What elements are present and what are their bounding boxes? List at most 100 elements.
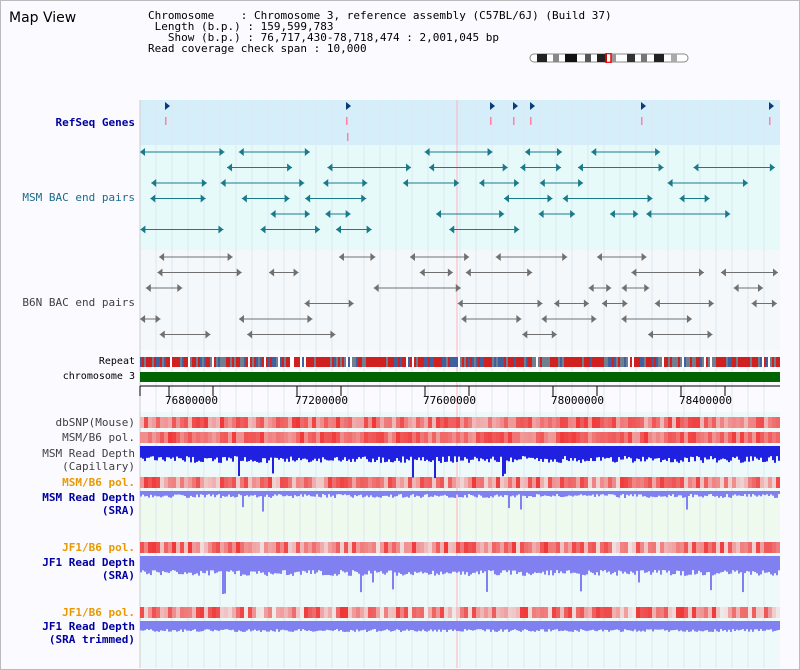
- msm-bac-pair-end: [238, 148, 244, 156]
- b6n-bac-pair-end: [205, 330, 211, 339]
- track-label-msm-depth-cap[interactable]: MSM Read Depth: [42, 447, 135, 460]
- msm-pol2-cell: [336, 477, 340, 488]
- msm-depth-sra-bar: [308, 491, 310, 495]
- jf1-pol2-cell: [748, 607, 752, 618]
- track-label-b6n-bac[interactable]: B6N BAC end pairs: [22, 296, 135, 309]
- track-label-repeat[interactable]: Repeat: [98, 356, 135, 367]
- jf1-pol-cell: [728, 542, 732, 553]
- track-label-msm-b6-pol-2[interactable]: MSM/B6 pol.: [62, 476, 135, 489]
- msm-depth-sra-bar: [458, 491, 460, 498]
- msm-pol2-cell: [584, 477, 588, 488]
- msm-pol2-cell: [324, 477, 328, 488]
- track-label-msm-depth-sra[interactable]: MSM Read Depth: [42, 491, 135, 504]
- msm-depth-cap-bar: [384, 446, 386, 463]
- track-label-dbsnp[interactable]: dbSNP(Mouse): [55, 416, 135, 429]
- track-label-refseq[interactable]: RefSeq Genes: [55, 116, 135, 129]
- repeat-segment: [172, 357, 174, 367]
- jf1-depth-trim-bar: [660, 621, 662, 630]
- jf1-depth-trim-bar: [168, 621, 170, 632]
- repeat-segment: [650, 357, 652, 367]
- track-label-jf1-b6-pol[interactable]: JF1/B6 pol.: [62, 541, 135, 554]
- msm-depth-cap-bar: [658, 446, 660, 459]
- track-label-msm-bac[interactable]: MSM BAC end pairs: [22, 191, 135, 204]
- jf1-depth-trim-bar: [474, 621, 476, 631]
- jf1-depth-trim-bar: [192, 621, 194, 631]
- track-label-jf1-depth-sra[interactable]: JF1 Read Depth: [42, 556, 135, 569]
- dbsnp-cell: [660, 417, 664, 428]
- jf1-pol2-cell: [516, 607, 520, 618]
- msm-depth-sra-bar: [600, 491, 602, 495]
- msm-pol-cell: [536, 432, 540, 443]
- repeat-segment: [140, 357, 142, 367]
- msm-depth-cap-bar: [414, 446, 416, 460]
- msm-depth-cap-bar: [274, 446, 276, 458]
- msm-depth-sra-bar: [338, 491, 340, 495]
- jf1-depth-trim-bar: [592, 621, 594, 630]
- repeat-segment: [668, 357, 670, 367]
- dbsnp-cell: [288, 417, 292, 428]
- jf1-pol2-cell: [588, 607, 592, 618]
- msm-bac-pair-end: [345, 210, 351, 218]
- jf1-depth-trim-bar: [770, 621, 772, 630]
- jf1-pol2-cell: [636, 607, 640, 618]
- repeat-segment: [438, 357, 440, 367]
- jf1-depth-trim-bar: [516, 621, 518, 631]
- msm-depth-cap-bar: [732, 446, 734, 458]
- jf1-depth-sra-bar: [374, 556, 376, 571]
- msm-depth-cap-bar: [590, 446, 592, 459]
- jf1-depth-trim-bar: [266, 621, 268, 632]
- msm-depth-sra-bar: [318, 491, 320, 497]
- jf1-depth-trim-bar: [502, 621, 504, 632]
- repeat-segment: [350, 357, 352, 367]
- jf1-depth-trim-bar: [736, 621, 738, 630]
- msm-depth-sra-bar: [294, 491, 296, 496]
- msm-pol2-cell: [684, 477, 688, 488]
- track-label-jf1-depth-trim[interactable]: JF1 Read Depth: [42, 620, 135, 633]
- jf1-pol-cell: [288, 542, 292, 553]
- jf1-depth-sra-bar: [584, 556, 586, 576]
- msm-depth-cap-bar: [726, 446, 728, 461]
- msm-pol2-cell: [608, 477, 612, 488]
- jf1-depth-trim-bar: [302, 621, 304, 630]
- track-label-jf1-b6-pol-2[interactable]: JF1/B6 pol.: [62, 606, 135, 619]
- repeat-segment: [510, 357, 512, 367]
- msm-depth-sra-bar: [770, 491, 772, 495]
- jf1-depth-sra-bar: [514, 556, 516, 571]
- track-label-msm-b6-pol[interactable]: MSM/B6 pol.: [62, 431, 135, 444]
- dbsnp-cell: [460, 417, 464, 428]
- msm-depth-cap-bar: [162, 446, 164, 460]
- jf1-depth-sra-bar: [316, 556, 318, 573]
- jf1-depth-trim-bar: [256, 621, 258, 631]
- jf1-depth-trim-bar: [282, 621, 284, 630]
- b6n-bac-pair-end: [606, 284, 612, 292]
- jf1-pol-cell: [536, 542, 540, 553]
- msm-bac-pair-end: [449, 225, 455, 234]
- msm-pol2-cell: [560, 477, 564, 488]
- chromosome-ideogram[interactable]: [529, 53, 689, 63]
- dbsnp-cell: [144, 417, 148, 428]
- repeat-segment: [282, 357, 284, 367]
- track-label-chromosome[interactable]: chromosome 3: [62, 371, 135, 382]
- jf1-pol-cell: [244, 542, 248, 553]
- repeat-segment: [776, 357, 778, 367]
- msm-depth-sra-bar: [730, 491, 732, 498]
- jf1-depth-trim-bar: [254, 621, 256, 630]
- msm-depth-cap-bar: [496, 446, 498, 462]
- jf1-depth-trim-bar: [214, 621, 216, 630]
- msm-depth-sra-bar: [776, 491, 778, 498]
- dbsnp-cell: [520, 417, 524, 428]
- jf1-depth-sra-bar: [320, 556, 322, 571]
- track-label-jf1-depth-trim-sub: (SRA trimmed): [48, 633, 135, 646]
- msm-pol2-cell: [288, 477, 292, 488]
- msm-pol2-cell: [280, 477, 284, 488]
- jf1-pol2-cell: [244, 607, 248, 618]
- jf1-pol-cell: [568, 542, 572, 553]
- msm-pol-cell: [772, 432, 776, 443]
- msm-depth-cap-bar: [386, 446, 388, 462]
- jf1-pol-cell: [344, 542, 348, 553]
- jf1-depth-trim-bar: [566, 621, 568, 631]
- msm-depth-cap-bar: [232, 446, 234, 462]
- repeat-segment: [682, 357, 684, 367]
- msm-pol2-cell: [272, 477, 276, 488]
